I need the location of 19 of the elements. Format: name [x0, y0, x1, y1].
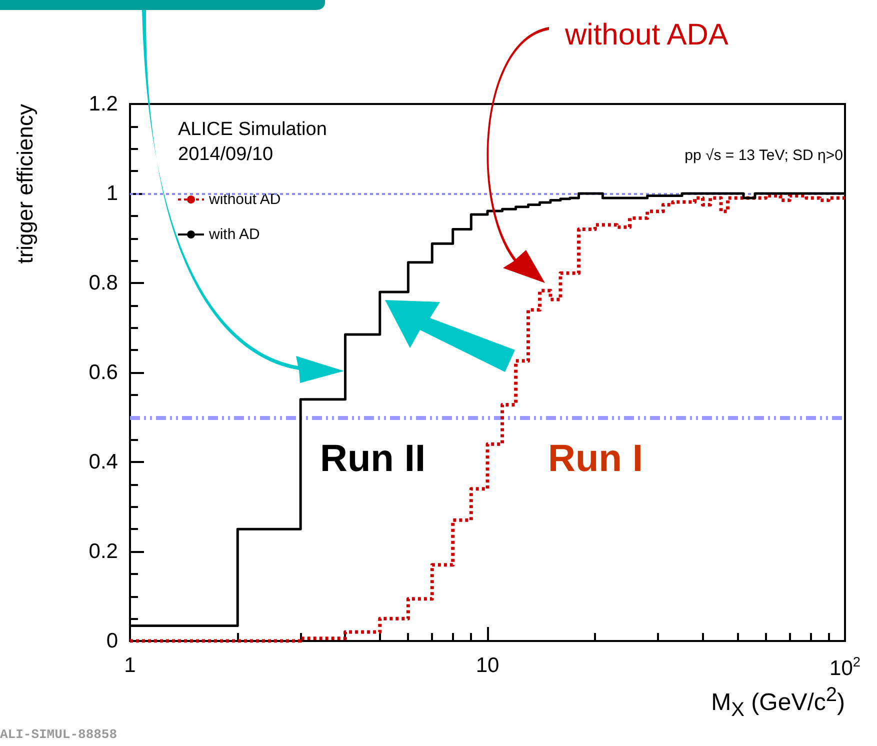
y-axis-title: trigger efficiency: [12, 104, 38, 264]
annotation: pp √s = 13 TeV; SD η>0: [684, 147, 843, 164]
annotation: Run I: [548, 438, 643, 480]
x-axis-title: M$_{X}$ (GeV/c$^{2}$): [711, 684, 845, 722]
y-tick-label: 0.6: [88, 361, 118, 384]
y-tick-label: 0.4: [88, 450, 118, 474]
text: without ADA: [564, 18, 728, 52]
y-tick-label: 1.2: [88, 92, 118, 116]
annotation: ALICE Simulation: [178, 119, 327, 140]
x-tick-label: 1: [124, 654, 136, 677]
y-tick-label: 0.8: [88, 272, 118, 294]
y-tick-label: 0: [106, 630, 118, 652]
x-tick-label: 10: [476, 654, 500, 677]
y-tick-label: 1: [106, 182, 118, 205]
y-tick-label: 0.2: [88, 540, 118, 563]
text: ALI-SIMUL-88858: [0, 727, 118, 742]
legend-label: with AD: [208, 226, 260, 243]
annotation: 2014/09/10: [178, 144, 274, 165]
annotation: Run II: [320, 438, 426, 480]
